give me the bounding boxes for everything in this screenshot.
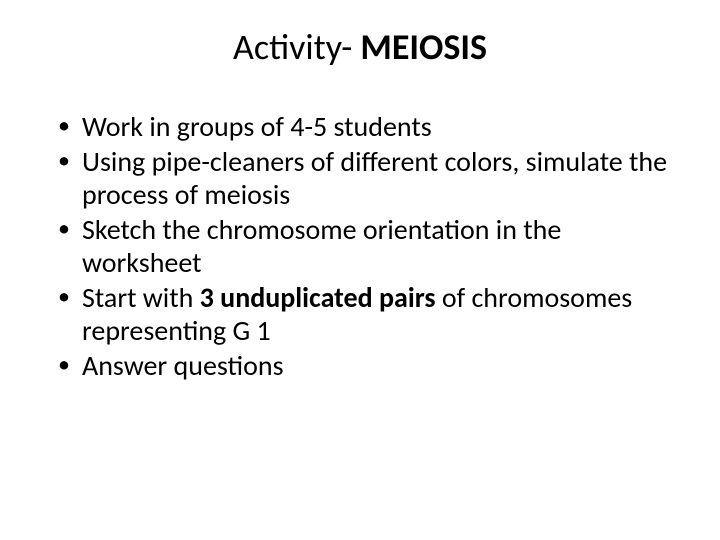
slide-title: Activity- MEIOSIS: [40, 28, 680, 68]
list-item: Sketch the chromosome orientation in the…: [58, 213, 680, 279]
title-bold: MEIOSIS: [360, 25, 487, 69]
bullet-text: Work in groups of 4-5 students: [82, 109, 432, 144]
slide: Activity- MEIOSIS Work in groups of 4-5 …: [0, 0, 720, 540]
list-item: Answer questions: [58, 349, 680, 382]
list-item: Start with 3 unduplicated pairs of chrom…: [58, 281, 680, 347]
bullet-text: Sketch the chromosome orientation in the…: [82, 212, 561, 280]
bullet-text: Start with: [82, 280, 200, 315]
list-item: Using pipe-cleaners of different colors,…: [58, 145, 680, 211]
title-prefix: Activity-: [233, 25, 360, 69]
list-item: Work in groups of 4-5 students: [58, 110, 680, 143]
bullet-text: Using pipe-cleaners of different colors,…: [82, 144, 667, 212]
bullet-list: Work in groups of 4-5 students Using pip…: [40, 110, 680, 382]
bullet-bold-text: 3 unduplicated pairs: [200, 280, 436, 315]
bullet-text: Answer questions: [82, 348, 284, 383]
